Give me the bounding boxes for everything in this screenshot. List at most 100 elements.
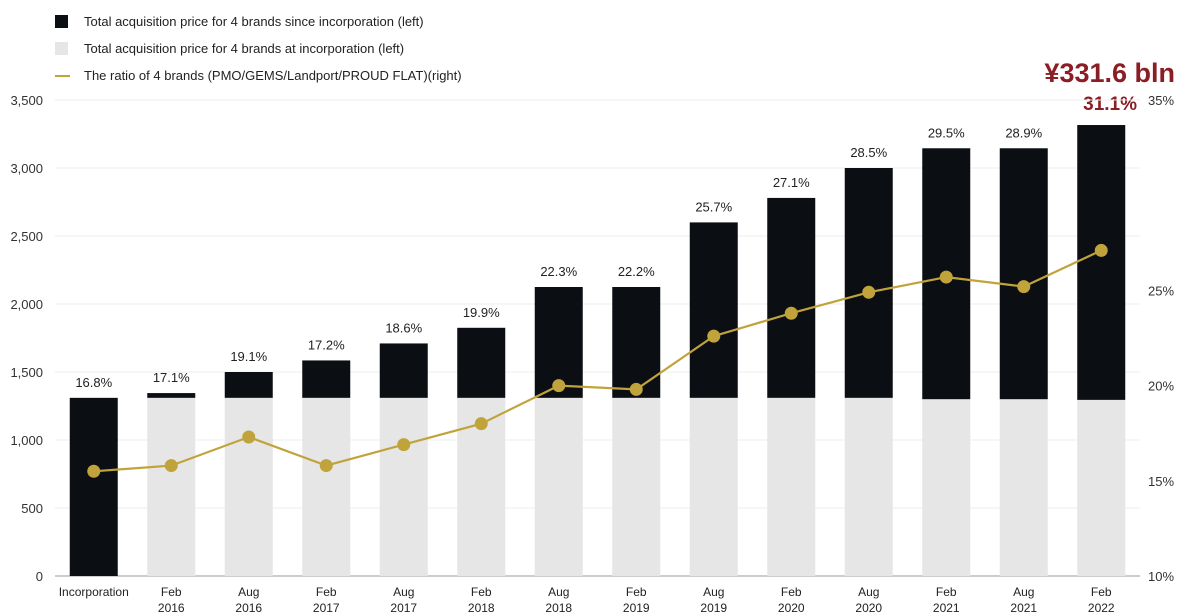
x-axis-tick-label: Aug <box>548 585 569 599</box>
bar-since-incorporation <box>844 168 893 398</box>
x-axis-tick-label: Feb <box>316 585 337 599</box>
ratio-data-label: 16.8% <box>75 375 112 390</box>
bar-since-incorporation <box>379 343 428 398</box>
right-axis-tick-label: 20% <box>1148 379 1174 394</box>
x-axis-tick-label: 2016 <box>158 601 185 615</box>
x-axis-tick-label: 2017 <box>390 601 417 615</box>
x-axis-tick-label: 2018 <box>545 601 572 615</box>
x-axis-tick-label: Feb <box>161 585 182 599</box>
ratio-point <box>784 306 798 320</box>
bar-since-incorporation <box>302 360 351 398</box>
legend-item-since-incorporation: Total acquisition price for 4 brands sin… <box>55 8 462 35</box>
left-axis-tick-label: 2,000 <box>10 297 43 312</box>
ratio-point <box>707 329 721 343</box>
legend-swatch-since-incorporation <box>55 15 68 28</box>
right-axis-tick-label: 10% <box>1148 569 1174 584</box>
bar-since-incorporation <box>147 393 196 398</box>
legend: Total acquisition price for 4 brands sin… <box>55 8 462 89</box>
left-axis-tick-label: 3,500 <box>10 93 43 108</box>
ratio-data-label: 22.3% <box>540 264 577 279</box>
bar-at-incorporation <box>922 399 971 576</box>
ratio-line <box>93 249 1102 473</box>
x-axis-tick-label: Aug <box>703 585 724 599</box>
left-axis-tick-label: 1,500 <box>10 365 43 380</box>
bar-since-incorporation <box>612 287 661 398</box>
bar-at-incorporation <box>612 397 661 576</box>
ratio-point <box>397 438 411 452</box>
ratio-point <box>319 459 333 473</box>
ratio-data-label: 19.1% <box>230 349 267 364</box>
bar-at-incorporation <box>379 397 428 576</box>
bar-since-incorporation <box>69 397 118 576</box>
bar-at-incorporation <box>534 397 583 576</box>
ratio-point <box>629 382 643 396</box>
bar-at-incorporation <box>767 397 816 576</box>
headline-ratio: 31.1% <box>1083 94 1137 115</box>
bar-at-incorporation <box>844 397 893 576</box>
right-axis-tick-label: 15% <box>1148 474 1174 489</box>
bar-at-incorporation <box>689 397 738 576</box>
x-axis-tick-label: 2017 <box>313 601 340 615</box>
legend-label-ratio: The ratio of 4 brands (PMO/GEMS/Landport… <box>84 68 462 83</box>
ratio-data-label: 22.2% <box>618 264 655 279</box>
bar-since-incorporation <box>767 197 816 398</box>
x-axis-tick-label: Aug <box>238 585 259 599</box>
x-axis-tick-label: Feb <box>781 585 802 599</box>
bar-since-incorporation <box>1077 125 1126 400</box>
ratio-point <box>242 430 256 444</box>
right-axis-tick-label: 35% <box>1148 93 1174 108</box>
right-axis-tick-label: 25% <box>1148 283 1174 298</box>
x-axis-tick-label: 2022 <box>1088 601 1115 615</box>
ratio-data-label: 17.1% <box>153 370 190 385</box>
ratio-point <box>862 285 876 299</box>
x-axis-tick-label: 2020 <box>778 601 805 615</box>
x-axis-tick-label: 2021 <box>1010 601 1037 615</box>
x-axis-tick-label: Incorporation <box>59 585 129 599</box>
x-axis-tick-label: Feb <box>1091 585 1112 599</box>
ratio-point <box>474 417 488 431</box>
ratio-data-label: 17.2% <box>308 337 345 352</box>
bar-at-incorporation <box>1077 399 1126 576</box>
bar-at-incorporation <box>224 397 273 576</box>
bar-since-incorporation <box>999 148 1048 400</box>
ratio-point <box>164 459 178 473</box>
ratio-data-label: 28.5% <box>850 145 887 160</box>
bar-at-incorporation <box>302 397 351 576</box>
legend-swatch-at-incorporation <box>55 42 68 55</box>
ratio-point <box>87 464 101 478</box>
legend-label-since-incorporation: Total acquisition price for 4 brands sin… <box>84 14 424 29</box>
x-axis-tick-label: Feb <box>936 585 957 599</box>
x-axis-tick-label: 2018 <box>468 601 495 615</box>
x-axis-tick-label: Aug <box>393 585 414 599</box>
legend-item-at-incorporation: Total acquisition price for 4 brands at … <box>55 35 462 62</box>
bar-at-incorporation <box>147 397 196 576</box>
ratio-point <box>939 270 953 284</box>
x-axis-tick-label: 2019 <box>623 601 650 615</box>
ratio-point <box>1017 280 1031 294</box>
legend-item-ratio: The ratio of 4 brands (PMO/GEMS/Landport… <box>55 62 462 89</box>
bar-since-incorporation <box>457 327 506 398</box>
ratio-point <box>1094 243 1108 257</box>
x-axis-tick-label: Feb <box>471 585 492 599</box>
ratio-data-label: 27.1% <box>773 175 810 190</box>
x-axis-tick-label: 2021 <box>933 601 960 615</box>
x-axis-tick-label: Aug <box>1013 585 1034 599</box>
headline-total-value: ¥331.6 bln <box>1044 58 1175 88</box>
bar-since-incorporation <box>689 222 738 398</box>
left-axis-tick-label: 2,500 <box>10 229 43 244</box>
x-axis-tick-label: Feb <box>626 585 647 599</box>
ratio-data-label: 19.9% <box>463 305 500 320</box>
ratio-data-label: 18.6% <box>385 320 422 335</box>
ratio-data-label: 28.9% <box>1005 125 1042 140</box>
ratio-point <box>552 379 566 393</box>
legend-swatch-ratio-line <box>55 74 70 77</box>
left-axis-tick-label: 500 <box>21 501 43 516</box>
left-axis-tick-label: 1,000 <box>10 433 43 448</box>
x-axis-tick-label: 2016 <box>235 601 262 615</box>
bar-since-incorporation <box>224 372 273 398</box>
bar-at-incorporation <box>999 399 1048 576</box>
ratio-data-label: 29.5% <box>928 125 965 140</box>
x-axis-tick-label: 2020 <box>855 601 882 615</box>
x-axis-tick-label: 2019 <box>700 601 727 615</box>
